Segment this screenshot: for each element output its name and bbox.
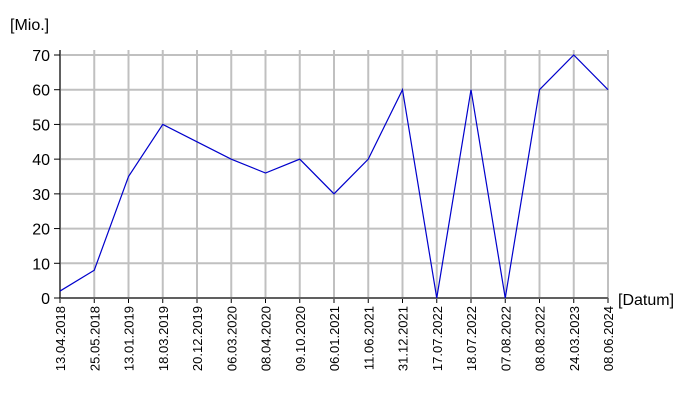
y-tick-label: 10 (32, 256, 50, 273)
x-tick-label: 11.06.2021 (361, 306, 376, 370)
x-tick-label: 31.12.2021 (396, 306, 411, 371)
x-tick-label: 06.03.2020 (224, 306, 239, 371)
x-tick-label: 08.04.2020 (259, 306, 274, 371)
x-axis-label: [Datum] (618, 292, 674, 309)
y-tick-label: 70 (32, 48, 50, 65)
y-tick-label: 40 (32, 152, 50, 169)
data-line (59, 54, 609, 299)
x-tick-label: 18.07.2022 (464, 306, 479, 371)
y-tick-label: 50 (32, 117, 50, 134)
y-tick-label: 30 (32, 187, 50, 204)
x-tick-label: 24.03.2023 (567, 306, 582, 371)
x-tick-label: 13.01.2019 (122, 306, 137, 371)
x-tick-label: 06.01.2021 (327, 306, 342, 371)
x-tick-label: 07.08.2022 (498, 306, 513, 371)
x-tick-label: 08.08.2022 (533, 306, 548, 371)
y-tick-label: 0 (41, 291, 50, 308)
x-tick-label: 13.04.2018 (53, 306, 68, 371)
y-tick-label: 20 (32, 222, 50, 239)
x-tick-label: 18.03.2019 (156, 306, 171, 371)
x-tick-label: 20.12.2019 (190, 306, 205, 371)
y-axis-label: [Mio.] (10, 17, 49, 34)
x-tick-label: 25.05.2018 (87, 306, 102, 371)
x-tick-label: 09.10.2020 (293, 306, 308, 371)
y-tick-label: 60 (32, 83, 50, 100)
x-tick-label: 17.07.2022 (430, 306, 445, 371)
x-tick-label: 08.06.2024 (601, 306, 616, 371)
